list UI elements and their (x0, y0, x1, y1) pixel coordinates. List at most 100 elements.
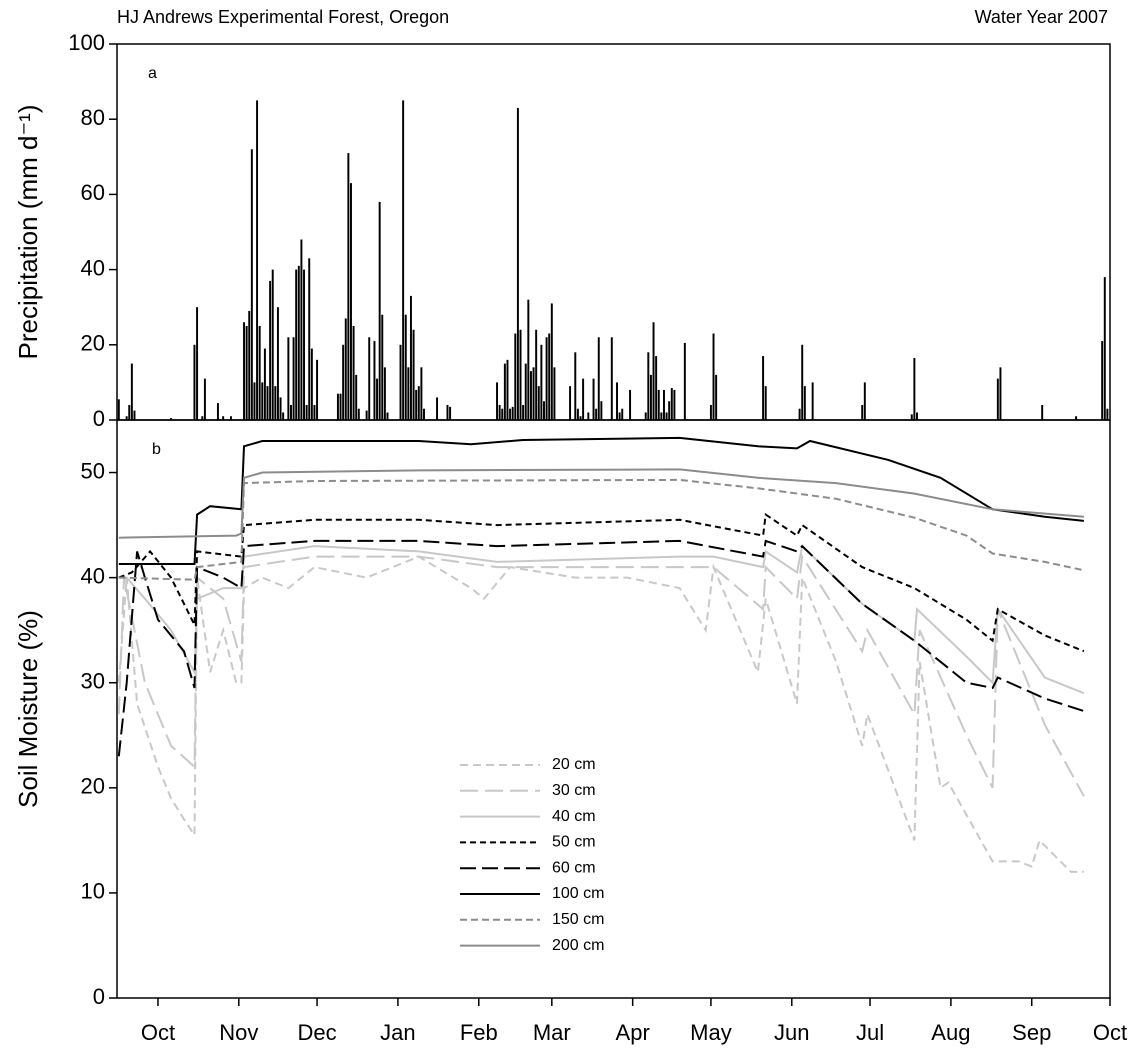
bar (378, 201, 381, 420)
bar (417, 386, 420, 420)
bar (660, 412, 663, 420)
bar (1101, 341, 1104, 420)
bar (496, 382, 499, 420)
x-tick-label: Nov (219, 1020, 258, 1045)
line-series (117, 539, 1085, 757)
legend-label: 20 cm (552, 756, 596, 773)
line-series (118, 512, 1085, 653)
bar (522, 404, 525, 420)
y-tick-label: 40 (81, 563, 105, 588)
bar (383, 367, 386, 420)
plot-frame (116, 419, 1111, 999)
bar (216, 403, 219, 420)
bar (616, 382, 618, 420)
bar (336, 393, 339, 420)
bar (618, 412, 621, 420)
bar (230, 416, 232, 420)
bar (516, 107, 519, 421)
bar (655, 356, 658, 420)
bar (245, 326, 248, 420)
bar (592, 378, 595, 420)
bar (339, 393, 342, 420)
legend-label: 30 cm (552, 782, 596, 799)
x-tick-label: Sep (1012, 1020, 1051, 1045)
bar (569, 386, 572, 420)
bar (347, 153, 350, 421)
x-tick-label: Jun (774, 1020, 809, 1045)
y-axis-title: Precipitation (mm d⁻¹) (13, 105, 43, 360)
bar (582, 378, 585, 420)
y-tick-label: 60 (81, 180, 105, 205)
bar (811, 382, 814, 420)
bar (316, 359, 319, 420)
bar (524, 363, 527, 420)
bar (511, 406, 514, 420)
line-series (118, 544, 1085, 695)
bar (916, 412, 918, 420)
bar (352, 326, 355, 420)
bar (276, 307, 279, 420)
bar (668, 401, 671, 420)
bar (289, 404, 292, 420)
y-tick-label: 40 (81, 255, 105, 280)
bar (764, 386, 767, 420)
bar (449, 406, 452, 420)
bar (287, 337, 290, 420)
legend-label: 100 cm (552, 885, 604, 902)
bar (117, 399, 120, 420)
legend-label: 200 cm (552, 937, 604, 954)
bar (446, 404, 449, 420)
x-tick-label: Apr (616, 1020, 650, 1045)
bar (263, 348, 266, 420)
x-tick-label: Oct (141, 1020, 175, 1045)
bar (548, 333, 551, 420)
bar (532, 367, 535, 420)
legend-label: 40 cm (552, 808, 596, 825)
y-tick-label: 80 (81, 105, 105, 130)
bar (420, 367, 423, 420)
bar (386, 412, 389, 420)
bar (545, 337, 548, 420)
bar (762, 356, 765, 420)
bar (415, 389, 418, 420)
bar (271, 269, 274, 420)
bar (537, 386, 540, 420)
line-series (118, 478, 1085, 581)
bar (248, 310, 251, 420)
x-tick-label: Mar (533, 1020, 571, 1045)
bar (501, 408, 504, 420)
bar (250, 149, 253, 420)
bar (863, 382, 866, 420)
bar (292, 337, 295, 420)
bar (282, 412, 285, 420)
panel-label: b (152, 441, 161, 458)
bar (133, 410, 136, 420)
bar (600, 401, 603, 420)
bar (801, 344, 804, 420)
bar (715, 374, 718, 420)
bar (540, 344, 543, 420)
bar (553, 367, 556, 420)
y-tick-label: 0 (93, 406, 105, 431)
bar (657, 389, 660, 420)
legend-label: 50 cm (552, 834, 596, 851)
bar (629, 389, 632, 420)
bar (125, 416, 128, 420)
bar (193, 344, 196, 420)
panel-label: a (148, 65, 157, 82)
legend-label: 150 cm (552, 911, 604, 928)
bar (342, 344, 345, 420)
bar (365, 410, 368, 420)
bar (999, 367, 1002, 420)
bar (253, 382, 256, 420)
bar (587, 412, 590, 420)
bar (712, 333, 715, 420)
line-series (118, 468, 1084, 539)
bar (423, 408, 425, 420)
bar (196, 307, 199, 420)
bar (652, 322, 655, 420)
y-tick-label: 100 (68, 30, 105, 55)
y-axis-title: Soil Moisture (%) (13, 610, 43, 808)
